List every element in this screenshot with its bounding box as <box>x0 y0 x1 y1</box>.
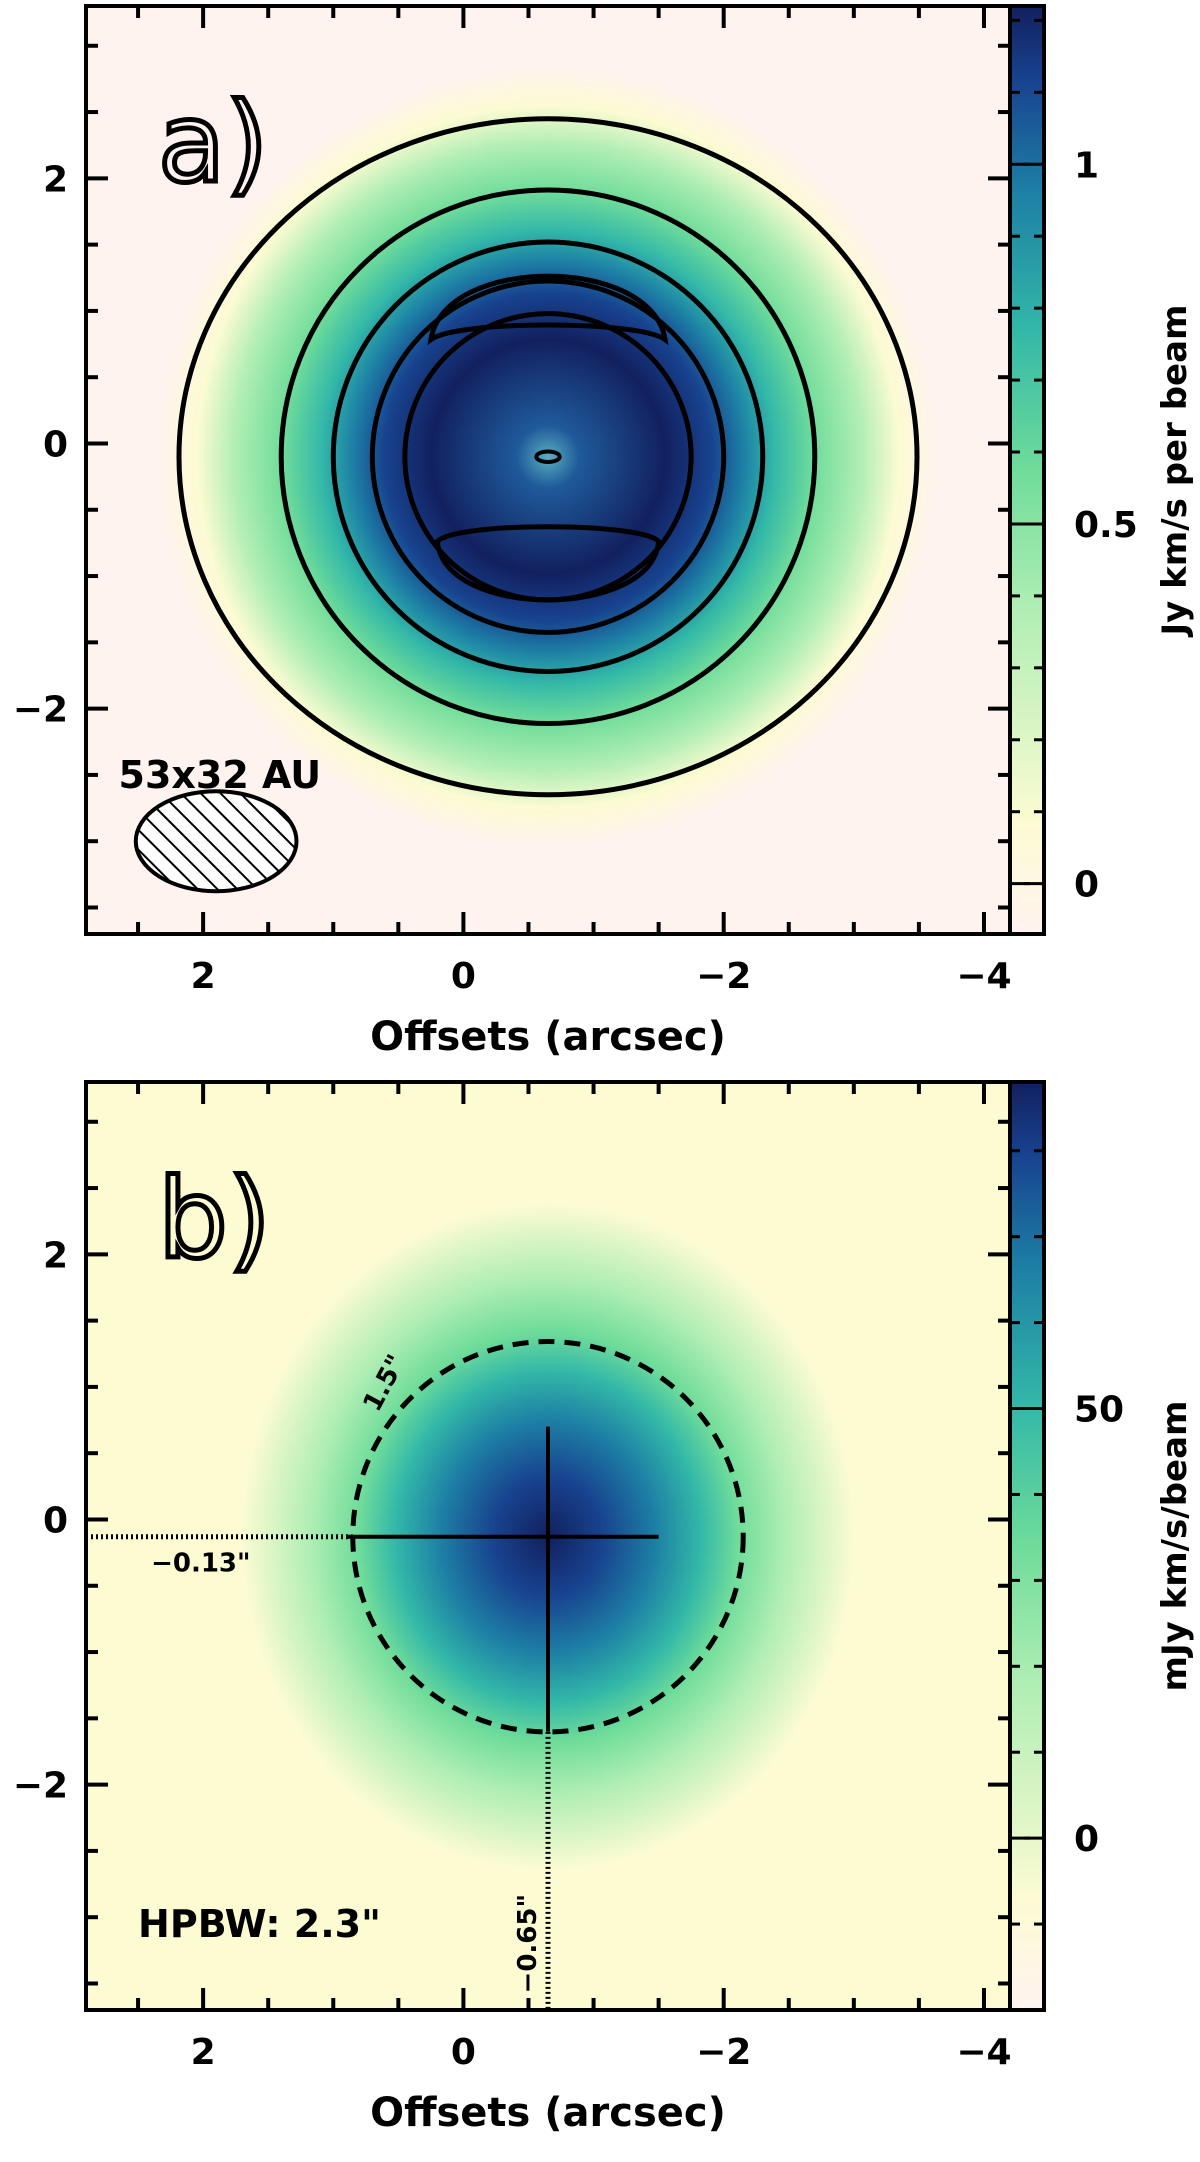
panel-b-x-ticks: 2 0 −2 −4 <box>136 1082 1012 2073</box>
y-tick-label: 0 <box>43 424 68 465</box>
panel-a-inner-contour-bottom <box>434 524 662 603</box>
panel-a-colorbar-ticks: 00.51 <box>1010 18 1138 906</box>
x-tick-label: −2 <box>696 2032 751 2073</box>
contour-line <box>278 187 818 727</box>
panel-a-colorbar <box>1008 4 1046 936</box>
colorbar-tick-label: 0 <box>1074 865 1099 906</box>
y-offset-label: −0.13" <box>151 1549 250 1579</box>
panel-a-x-ticks: 2 0 −2 −4 <box>136 6 1012 997</box>
x-tick-label: 2 <box>191 956 216 997</box>
y-tick-label: −2 <box>13 690 68 731</box>
beam-ellipse <box>133 789 299 894</box>
panel-a-inner-contour-top <box>427 273 669 346</box>
panel-a-colorbar-label: Jy km/s per beam <box>1155 305 1195 638</box>
contour-line <box>330 239 766 674</box>
panel-a-center-contour <box>534 449 562 464</box>
panel-b-x-axis-label: Offsets (arcsec) <box>370 2090 726 2136</box>
hpbw-label: HPBW: 2.3" <box>138 1902 381 1946</box>
panel-b: b) 1.5" −0.13" −0.65" HPBW: 2.3" 2 0 −2 −4 … <box>13 1080 1195 2136</box>
x-tick-label: −4 <box>956 956 1011 997</box>
x-tick-label: 2 <box>191 2032 216 2073</box>
panel-a-label: a) <box>158 79 268 207</box>
panel-a-x-axis-label: Offsets (arcsec) <box>370 1014 726 1060</box>
contour-line <box>176 116 920 798</box>
panel-a-contours <box>176 116 920 798</box>
panel-a: a) 53x32 AU 2 0 −2 −4 20−2 Offsets (arcsec)… <box>13 4 1195 1060</box>
x-offset-label: −0.65" <box>513 1894 543 1993</box>
panel-a-intensity-map <box>157 66 939 848</box>
panel-b-label: b) <box>158 1155 271 1283</box>
panel-b-colorbar <box>1008 1080 1046 2012</box>
y-tick-label: 2 <box>43 1235 68 1276</box>
contour-line <box>369 278 727 635</box>
colorbar-tick-label: 0.5 <box>1074 505 1138 546</box>
panel-b-colorbar-label: mJy km/s/beam <box>1155 1401 1195 1692</box>
x-tick-label: −2 <box>696 956 751 997</box>
y-tick-label: −2 <box>13 1766 68 1807</box>
y-tick-label: 2 <box>43 159 68 200</box>
x-tick-label: −4 <box>956 2032 1011 2073</box>
panel-b-colorbar-ticks: 0 50 <box>1010 1149 1124 2012</box>
y-tick-label: 0 <box>43 1500 68 1541</box>
x-tick-label: 0 <box>451 956 476 997</box>
panel-b-y-ticks: 2 0 −2 <box>13 1119 1010 1986</box>
colorbar-tick-label: 50 <box>1074 1390 1124 1431</box>
colorbar-tick-label: 0 <box>1074 1819 1099 1860</box>
x-tick-label: 0 <box>451 2032 476 2073</box>
colorbar-tick-label: 1 <box>1074 145 1099 186</box>
